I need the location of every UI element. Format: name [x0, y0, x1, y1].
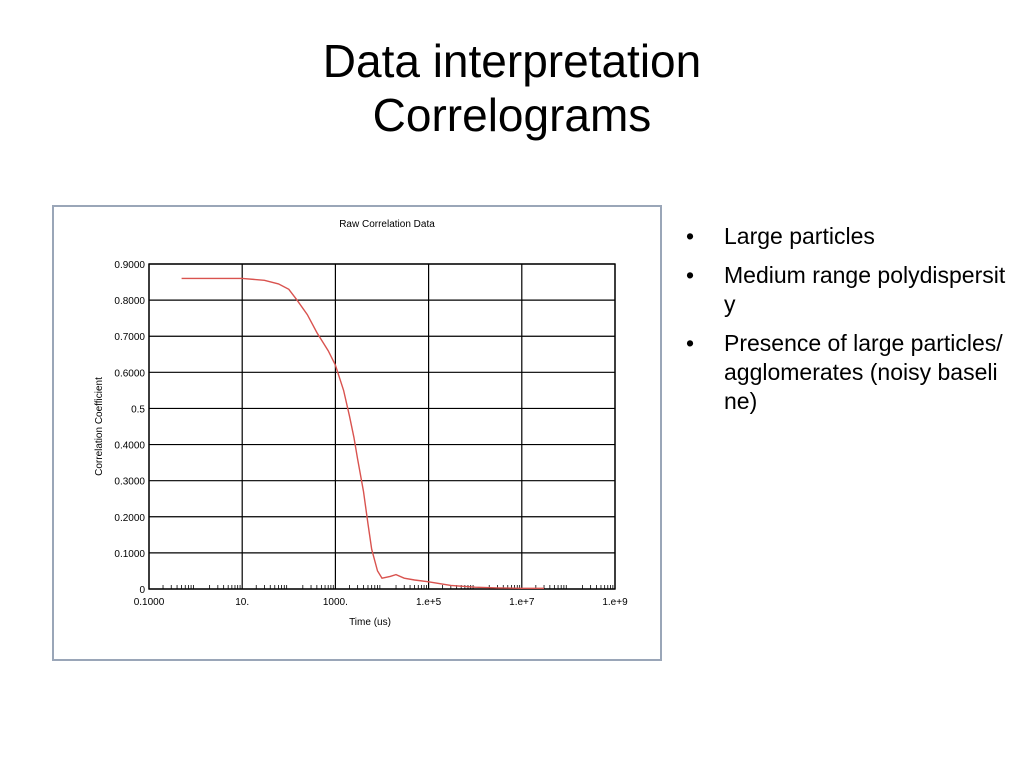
slide-title-line-2: Correlograms [372, 89, 652, 141]
y-tick-label: 0.2000 [114, 513, 145, 524]
y-tick-label: 0.8000 [114, 296, 145, 307]
series-line [181, 277, 544, 589]
x-tick-label: 1.e+7 [509, 597, 535, 608]
bullet-item: • Medium range polydispersity [686, 261, 1006, 319]
x-axis-label: Time (us) [349, 617, 391, 628]
y-tick-label: 0.9000 [114, 260, 145, 271]
y-tick-label: 0.3000 [114, 477, 145, 488]
bullet-marker: • [686, 262, 695, 288]
slide-title: Data interpretation Correlograms [0, 34, 1024, 142]
plot-border [148, 263, 616, 590]
bullet-marker: • [686, 223, 695, 249]
y-axis-label: Correlation Coefficient [94, 377, 105, 476]
bullet-item: • Presence of large particles/agglomerat… [686, 329, 1006, 416]
bullet-text: Presence of large particles/agglomerates… [724, 330, 1003, 414]
chart-canvas: 0.1000 10. 1000. 1.e+5 1.e+7 1.e+900.10000.20… [94, 219, 628, 628]
x-tick-label: 10. [235, 597, 249, 608]
bullet-list: • Large particles • Medium range polydis… [686, 222, 1006, 426]
y-tick-label: 0.4000 [114, 441, 145, 452]
bullet-text: Large particles [724, 223, 875, 249]
y-tick-label: 0.7000 [114, 332, 145, 343]
x-tick-label: 0.1000 [134, 597, 165, 608]
x-tick-label: 1.e+5 [416, 597, 442, 608]
y-tick-label: 0.1000 [114, 549, 145, 560]
slide-title-line-1: Data interpretation [322, 35, 702, 87]
y-tick-label: 0.5 [131, 404, 145, 415]
x-tick-label: 1.e+9 [602, 597, 628, 608]
y-tick-label: 0.6000 [114, 368, 145, 379]
bullet-marker: • [686, 330, 695, 356]
y-tick-label: 0 [139, 585, 145, 596]
correlogram-chart: 0.1000 10. 1000. 1.e+5 1.e+7 1.e+9 0 0.1000 0.20… [52, 205, 662, 661]
chart-title: Raw Correlation Data [339, 219, 435, 230]
bullet-text: Medium range polydispersity [724, 262, 1006, 317]
bullet-item: • Large particles [686, 222, 1006, 251]
x-tick-label: 1000. [323, 597, 348, 608]
